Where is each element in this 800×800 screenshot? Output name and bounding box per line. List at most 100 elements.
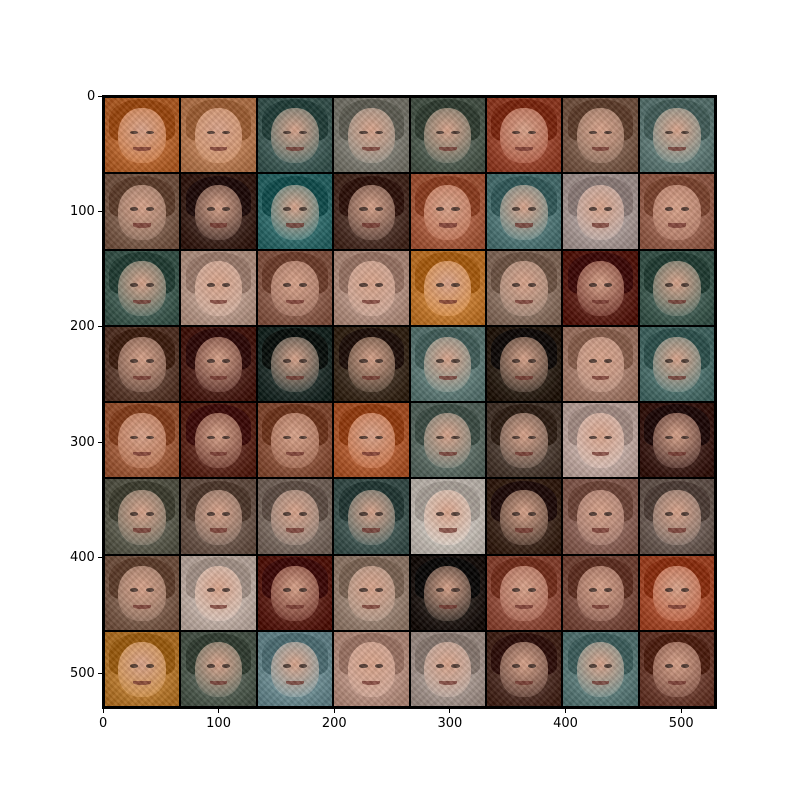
face-mouth: [438, 604, 457, 609]
face-skin: [347, 260, 396, 316]
tile-noise-texture: [410, 555, 485, 630]
face-mouth: [591, 299, 610, 304]
face-mouth: [209, 680, 228, 686]
y-tick-label: 100: [70, 203, 95, 219]
generated-face-tile: [410, 250, 485, 325]
face-eye: [359, 283, 368, 287]
face-eye: [451, 130, 460, 135]
face-eye: [222, 588, 231, 592]
face-skin: [576, 642, 625, 698]
y-tick-label: 200: [70, 319, 95, 335]
tile-noise-texture: [105, 98, 180, 173]
tile-noise-texture: [486, 250, 562, 325]
generated-face-tile: [181, 479, 256, 554]
face-eye: [451, 511, 460, 516]
generated-face-tile: [257, 555, 333, 630]
face-mouth: [209, 299, 228, 304]
face-eye: [680, 283, 689, 287]
tile-noise-texture: [410, 479, 485, 554]
generated-face-tile: [563, 98, 638, 173]
face-eye: [680, 588, 689, 592]
generated-face-tile: [334, 479, 409, 554]
tile-noise-texture: [563, 98, 638, 173]
face-eye: [206, 435, 215, 440]
tile-noise-texture: [257, 250, 333, 325]
face-eye: [527, 588, 536, 592]
face-eye: [512, 283, 521, 287]
tile-noise-texture: [639, 631, 714, 706]
face-eye: [435, 664, 444, 669]
face-mouth: [515, 299, 533, 304]
x-tick-label: 200: [321, 716, 347, 731]
face-eye: [664, 588, 674, 592]
generated-face-tile: [257, 98, 333, 173]
face-eye: [130, 664, 139, 669]
face-mouth: [515, 223, 533, 228]
face-eye: [527, 359, 536, 364]
face-skin: [653, 108, 701, 164]
face-mouth: [209, 452, 228, 457]
face-eye: [680, 206, 689, 211]
face-eye: [130, 359, 139, 364]
face-eye: [604, 283, 613, 287]
face-eye: [375, 435, 384, 440]
face-eye: [512, 435, 521, 440]
tile-noise-texture: [486, 479, 562, 554]
tile-noise-texture: [563, 403, 638, 478]
generated-face-tile: [563, 403, 638, 478]
face-skin: [118, 642, 166, 698]
face-skin: [423, 108, 472, 164]
face-eye: [435, 130, 444, 135]
face-eye: [145, 130, 155, 135]
face-eye: [222, 664, 231, 669]
face-eye: [145, 511, 155, 516]
face-mouth: [667, 680, 686, 686]
tile-noise-texture: [257, 479, 333, 554]
x-tick-label: 400: [553, 716, 578, 731]
tile-noise-texture: [334, 98, 409, 173]
face-eye: [604, 130, 613, 135]
face-skin: [576, 413, 625, 469]
face-skin: [271, 108, 319, 164]
face-eye: [664, 511, 674, 516]
face-skin: [347, 108, 396, 164]
tile-noise-texture: [639, 555, 714, 630]
x-tick: [102, 709, 104, 713]
tile-noise-texture: [105, 555, 180, 630]
tile-noise-texture: [181, 174, 256, 249]
face-mouth: [438, 223, 457, 228]
tile-noise-texture: [334, 479, 409, 554]
face-eye: [604, 206, 613, 211]
tile-noise-texture: [410, 326, 485, 401]
tile-noise-texture: [486, 555, 562, 630]
face-eye: [145, 206, 155, 211]
face-eye: [451, 206, 460, 211]
face-skin: [347, 184, 396, 240]
face-mouth: [362, 375, 381, 381]
tile-noise-texture: [410, 403, 485, 478]
face-mouth: [209, 375, 228, 381]
tile-noise-texture: [181, 250, 256, 325]
face-eye: [222, 283, 231, 287]
tile-noise-texture: [410, 631, 485, 706]
x-tick-label: 300: [437, 716, 463, 731]
face-eye: [222, 359, 231, 364]
face-skin: [423, 642, 472, 698]
face-eye: [298, 588, 307, 592]
face-skin: [118, 260, 166, 316]
face-skin: [271, 260, 319, 316]
face-mouth: [286, 604, 304, 609]
tile-noise-texture: [639, 98, 714, 173]
face-skin: [500, 642, 548, 698]
x-tick-label: 100: [206, 716, 231, 731]
face-skin: [347, 642, 396, 698]
generated-face-tile: [334, 326, 409, 401]
x-tick: [680, 709, 682, 713]
face-skin: [271, 489, 319, 545]
y-tick: [98, 95, 102, 97]
tile-noise-texture: [257, 555, 333, 630]
face-eye: [222, 130, 231, 135]
face-skin: [653, 337, 701, 393]
face-eye: [527, 283, 536, 287]
generated-face-tile: [334, 403, 409, 478]
